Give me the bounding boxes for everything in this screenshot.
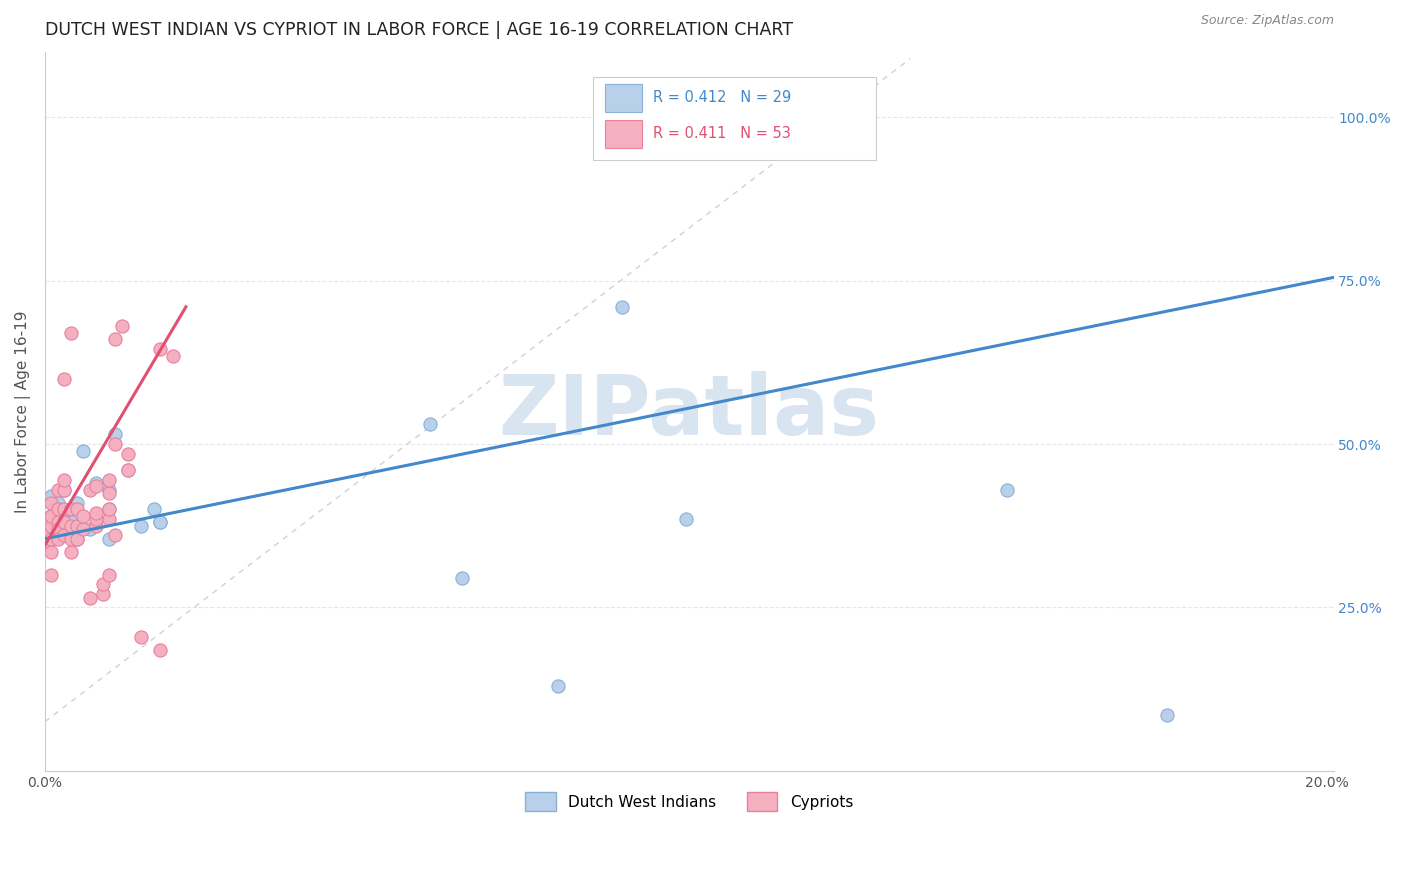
Point xyxy=(72,522,94,536)
Point xyxy=(59,545,82,559)
Point xyxy=(53,473,76,487)
Point xyxy=(149,516,172,530)
Point xyxy=(66,502,89,516)
FancyBboxPatch shape xyxy=(606,120,641,147)
Point xyxy=(142,502,165,516)
Point xyxy=(59,516,82,530)
Point xyxy=(59,326,82,340)
Point xyxy=(117,447,139,461)
FancyBboxPatch shape xyxy=(606,85,641,112)
Point xyxy=(98,512,121,526)
Point xyxy=(39,508,62,523)
Point xyxy=(37,535,59,549)
Point xyxy=(104,437,127,451)
Point xyxy=(39,567,62,582)
Point xyxy=(39,496,62,510)
Point xyxy=(79,591,101,605)
Point xyxy=(46,522,69,536)
Point xyxy=(39,545,62,559)
Point xyxy=(98,483,121,497)
Point xyxy=(84,518,107,533)
FancyBboxPatch shape xyxy=(592,78,876,160)
Point xyxy=(53,528,76,542)
Legend: Dutch West Indians, Cypriots: Dutch West Indians, Cypriots xyxy=(519,786,859,817)
Point xyxy=(46,522,69,536)
Point xyxy=(84,479,107,493)
Text: R = 0.411   N = 53: R = 0.411 N = 53 xyxy=(654,126,792,141)
Point xyxy=(59,518,82,533)
Point xyxy=(104,427,127,442)
Point xyxy=(162,349,184,363)
Point xyxy=(149,643,172,657)
Point xyxy=(53,516,76,530)
Point xyxy=(84,476,107,491)
Point xyxy=(53,372,76,386)
Point xyxy=(39,508,62,523)
Point xyxy=(1156,708,1178,723)
Point xyxy=(91,577,114,591)
Point xyxy=(53,483,76,497)
Point xyxy=(39,518,62,533)
Point xyxy=(995,483,1018,497)
Point xyxy=(117,463,139,477)
Point xyxy=(98,502,121,516)
Point xyxy=(104,528,127,542)
Point xyxy=(79,522,101,536)
Point xyxy=(53,528,76,542)
Point xyxy=(66,518,89,533)
Point xyxy=(450,571,472,585)
Point xyxy=(111,319,134,334)
Y-axis label: In Labor Force | Age 16-19: In Labor Force | Age 16-19 xyxy=(15,310,31,513)
Point xyxy=(37,528,59,542)
Point xyxy=(39,532,62,546)
Point xyxy=(149,516,172,530)
Point xyxy=(46,502,69,516)
Point xyxy=(98,532,121,546)
Point xyxy=(675,512,697,526)
Point xyxy=(79,483,101,497)
Point xyxy=(98,567,121,582)
Point xyxy=(39,489,62,503)
Point xyxy=(46,483,69,497)
Point xyxy=(66,496,89,510)
Point xyxy=(72,508,94,523)
Point xyxy=(98,502,121,516)
Point xyxy=(129,630,152,644)
Point xyxy=(66,532,89,546)
Point xyxy=(149,343,172,357)
Point xyxy=(53,516,76,530)
Point xyxy=(53,502,76,516)
Point xyxy=(91,587,114,601)
Text: ZIPatlas: ZIPatlas xyxy=(499,371,880,452)
Text: R = 0.412   N = 29: R = 0.412 N = 29 xyxy=(654,90,792,105)
Point xyxy=(547,679,569,693)
Point xyxy=(53,483,76,497)
Point xyxy=(72,443,94,458)
Text: Source: ZipAtlas.com: Source: ZipAtlas.com xyxy=(1201,14,1333,27)
Point xyxy=(53,508,76,523)
Point xyxy=(46,516,69,530)
Point xyxy=(84,512,107,526)
Point xyxy=(46,532,69,546)
Point xyxy=(66,532,89,546)
Point xyxy=(117,463,139,477)
Point xyxy=(610,300,633,314)
Point xyxy=(129,518,152,533)
Text: DUTCH WEST INDIAN VS CYPRIOT IN LABOR FORCE | AGE 16-19 CORRELATION CHART: DUTCH WEST INDIAN VS CYPRIOT IN LABOR FO… xyxy=(45,21,793,39)
Point xyxy=(59,532,82,546)
Point xyxy=(59,502,82,516)
Point xyxy=(98,486,121,500)
Point xyxy=(84,506,107,520)
Point xyxy=(419,417,441,432)
Point xyxy=(104,333,127,347)
Point xyxy=(46,496,69,510)
Point xyxy=(98,473,121,487)
